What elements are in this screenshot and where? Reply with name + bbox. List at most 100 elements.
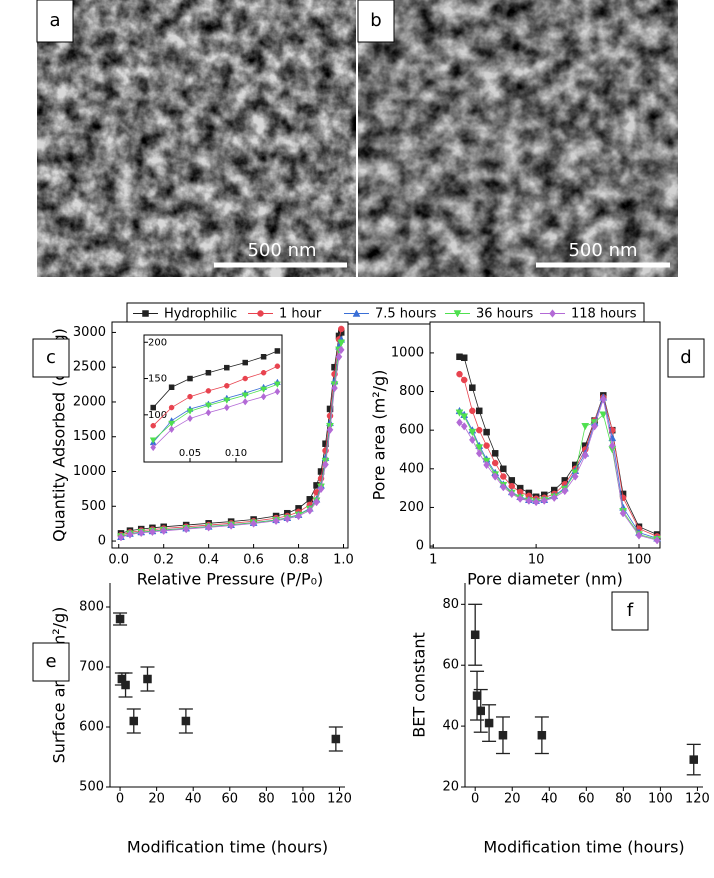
marker [469, 435, 476, 445]
marker [581, 423, 590, 431]
series-line [152, 383, 278, 441]
marker [137, 528, 145, 538]
marker [143, 674, 152, 684]
marker [260, 354, 267, 360]
legend-label: Hydrophilic [164, 307, 237, 322]
marker [306, 506, 314, 515]
marker [186, 408, 194, 415]
series-line [152, 350, 278, 408]
y-axis-title: Surface area (m²/g) [50, 607, 69, 764]
panel-label-box [667, 338, 705, 378]
x-tick-label: 100 [648, 792, 673, 807]
marker [150, 443, 157, 452]
marker [115, 614, 125, 624]
marker [142, 310, 149, 317]
x-tick-label: 20 [504, 792, 521, 807]
marker [635, 531, 643, 540]
marker [470, 630, 480, 640]
marker [129, 716, 139, 726]
marker [689, 755, 698, 764]
marker [150, 404, 156, 411]
x-tick-label: 0.4 [198, 553, 219, 568]
y-axis-title: Quantity Adsorbed (cm³/g) [50, 328, 69, 542]
marker [260, 369, 267, 376]
x-tick-label: 80 [615, 792, 632, 807]
x-tick-label: 0.2 [153, 553, 174, 568]
y-tick-label: 800 [399, 384, 424, 399]
marker [322, 460, 329, 469]
marker [242, 398, 249, 406]
marker [168, 425, 175, 434]
series-line [459, 399, 658, 541]
y-tick-label: 3000 [73, 325, 106, 340]
marker [160, 526, 168, 536]
x-axis-title: Modification time (hours) [127, 838, 328, 857]
marker [117, 533, 125, 542]
y-tick-label: 20 [442, 780, 459, 795]
x-axis-title: Relative Pressure (P/P₀) [137, 570, 324, 589]
marker [599, 411, 608, 419]
marker [205, 388, 212, 394]
marker [187, 414, 193, 423]
marker [460, 413, 469, 421]
marker [537, 730, 547, 740]
marker [227, 521, 235, 530]
marker [653, 536, 661, 545]
marker [337, 345, 345, 355]
scale-bar-label: 500 nm [568, 240, 637, 261]
marker [483, 428, 490, 436]
marker [335, 352, 343, 361]
marker [204, 402, 212, 409]
x-tick-label: 100 [291, 792, 316, 807]
marker [337, 339, 346, 347]
x-tick-label: 60 [578, 792, 595, 807]
y-tick-label: 60 [442, 658, 459, 673]
marker [549, 309, 556, 318]
y-tick-label: 500 [81, 499, 106, 514]
marker [260, 392, 267, 401]
marker [250, 519, 257, 528]
marker [224, 383, 230, 389]
y-tick-label: 150 [148, 374, 167, 385]
x-axis-title: Modification time (hours) [483, 838, 684, 857]
marker [126, 530, 134, 539]
x-tick-label: 100 [627, 553, 652, 568]
marker [508, 477, 516, 484]
y-tick-label: 800 [79, 600, 104, 615]
panel-label-box [32, 338, 70, 378]
marker [187, 375, 193, 382]
y-tick-label: 700 [79, 660, 104, 675]
marker [491, 472, 499, 481]
x-tick-label: 40 [541, 792, 558, 807]
x-tick-label: 10 [528, 553, 545, 568]
marker [242, 375, 248, 382]
marker [283, 514, 291, 523]
marker [456, 370, 463, 378]
marker [331, 734, 341, 744]
marker [181, 716, 191, 726]
y-tick-label: 1500 [73, 429, 106, 444]
marker [168, 420, 176, 428]
marker [150, 422, 156, 429]
marker [591, 422, 598, 431]
panel-label: f [627, 600, 634, 621]
x-axis-title: Pore diameter (nm) [467, 570, 623, 589]
marker [500, 465, 507, 473]
plot-frame [143, 334, 283, 463]
x-tick-label: 0.10 [225, 448, 247, 459]
marker [550, 493, 558, 502]
x-tick-label: 20 [148, 792, 165, 807]
marker [205, 408, 212, 417]
marker [508, 489, 516, 499]
x-tick-label: 0.05 [179, 448, 201, 459]
x-tick-label: 80 [258, 792, 275, 807]
marker [317, 484, 325, 494]
marker [168, 404, 175, 411]
y-tick-label: 100 [148, 410, 167, 421]
marker [500, 473, 507, 480]
marker [540, 496, 548, 505]
marker [260, 386, 268, 393]
marker [525, 496, 533, 505]
marker [468, 428, 477, 437]
